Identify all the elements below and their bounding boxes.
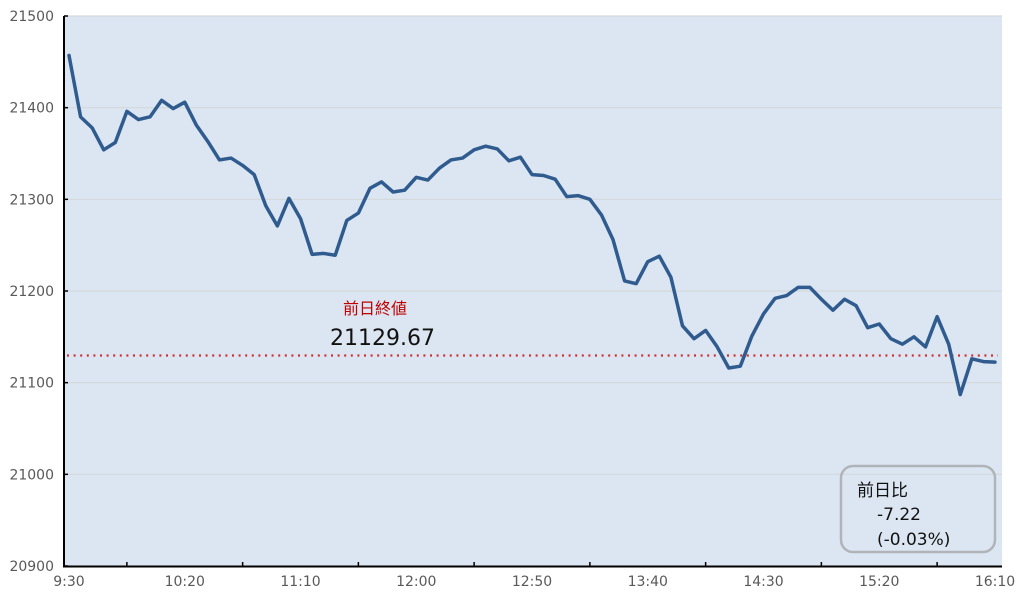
x-tick-label: 11:10 [280,574,320,590]
y-tick-label: 21400 [9,101,54,117]
change-value: -7.22 [877,505,921,525]
price-points [68,55,996,395]
previous-close-label: 前日終値 [343,299,407,318]
x-tick-label: 10:20 [165,574,205,590]
y-tick-label: 21500 [9,9,54,25]
y-axis-ticks: 20900 21000 21100 21200 21300 21400 21500 [9,9,68,575]
previous-close-value: 21129.67 [330,326,435,351]
y-tick-label: 21200 [9,284,54,300]
y-tick-label: 21100 [9,376,54,392]
x-tick-label: 14:30 [743,574,783,590]
y-tick-label: 21300 [9,192,54,208]
x-tick-label: 15:20 [859,574,899,590]
x-tick-label: 9:30 [53,574,84,590]
x-tick-label: 13:40 [628,574,668,590]
change-label: 前日比 [857,481,908,501]
change-percent: (-0.03%) [877,530,950,550]
x-tick-label: 12:00 [396,574,436,590]
y-tick-label: 20900 [9,559,54,575]
change-box [839,464,997,554]
x-tick-label: 12:50 [512,574,552,590]
x-tick-label: 16:10 [975,574,1015,590]
x-axis-ticks: 9:30 10:20 11:10 12:00 12:50 13:40 14:30 15:20 1… [53,562,1015,590]
y-tick-label: 21000 [9,467,54,483]
grid-lines [64,15,1002,475]
